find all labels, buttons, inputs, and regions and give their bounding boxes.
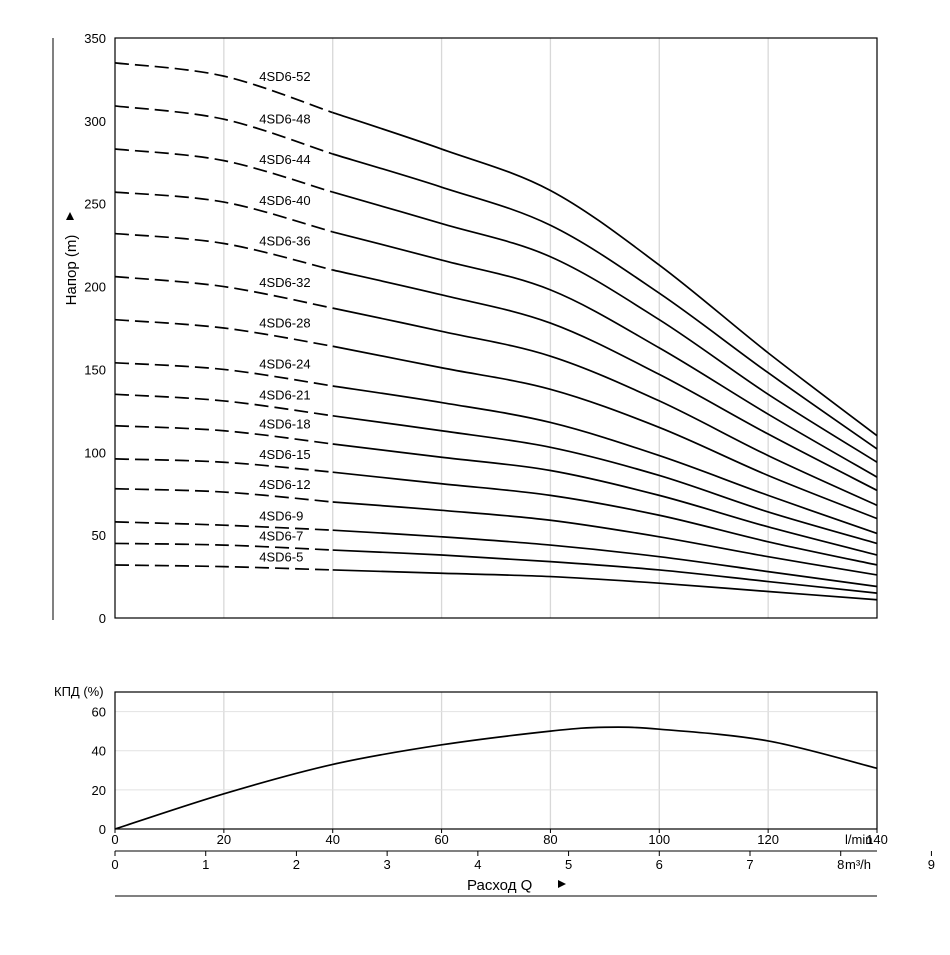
- x-m3h-tick-label: 4: [474, 857, 481, 872]
- efficiency-y-tick-label: 40: [92, 744, 106, 759]
- head-curve-dashed: [114, 62, 333, 114]
- efficiency-chart-grid: [115, 692, 877, 829]
- head-axis-arrow-icon: [66, 212, 74, 220]
- head-y-ticks: 0 50 100 150 200 250 300 350: [84, 31, 106, 626]
- head-curve-dashed: [114, 458, 333, 474]
- head-curve-solid: [332, 153, 878, 450]
- head-curve-dashed: [114, 393, 333, 417]
- x-axis-label: Расход Q: [467, 877, 532, 894]
- curve-label-4SD6-18: 4SD6-18: [259, 417, 310, 432]
- curve-label-4SD6-21: 4SD6-21: [259, 387, 310, 402]
- curve-label-4SD6-12: 4SD6-12: [259, 477, 310, 492]
- head-chart-frame: [114, 37, 878, 619]
- efficiency-y-tick-label: 20: [92, 783, 106, 798]
- x-axis-m3h-unit: m³/h: [845, 857, 871, 872]
- head-curve-solid: [332, 307, 878, 507]
- x-m3h-tick-label: 5: [565, 857, 572, 872]
- efficiency-line: [114, 726, 878, 830]
- head-y-tick-label: 150: [84, 362, 106, 377]
- head-curve-dashed: [114, 542, 333, 551]
- head-curve-dashed: [114, 148, 333, 193]
- head-y-tick-label: 50: [92, 528, 106, 543]
- curve-label-4SD6-40: 4SD6-40: [259, 193, 310, 208]
- x-axis-arrow-icon: [558, 880, 566, 888]
- head-curve-solid: [332, 471, 878, 566]
- head-y-tick-label: 350: [84, 31, 106, 46]
- x-lmin-tick-label: 140: [866, 832, 888, 847]
- x-lmin-tick-label: 40: [325, 832, 339, 847]
- curve-label-4SD6-44: 4SD6-44: [259, 152, 310, 167]
- efficiency-y-axis-label: КПД (%): [54, 684, 104, 699]
- x-m3h-tick-label: 2: [293, 857, 300, 872]
- head-curve-dashed: [114, 318, 333, 348]
- x-lmin-tick-label: 80: [543, 832, 557, 847]
- x-axis-lmin: 0 20 40 60 80 100 120 140: [111, 829, 888, 847]
- head-y-tick-label: 100: [84, 445, 106, 460]
- x-m3h-tick-label: 0: [111, 857, 118, 872]
- curve-label-4SD6-52: 4SD6-52: [259, 69, 310, 84]
- x-axis-m3h: 0 1 2 3 4 5 6 7 8 9: [111, 851, 935, 872]
- head-curve-dashed: [114, 191, 333, 233]
- head-curves: [114, 62, 878, 601]
- x-m3h-tick-label: 6: [656, 857, 663, 872]
- x-m3h-tick-label: 8: [837, 857, 844, 872]
- curve-label-4SD6-9: 4SD6-9: [259, 509, 303, 524]
- head-curve-dashed: [114, 424, 333, 445]
- efficiency-y-ticks: 0 20 40 60: [92, 705, 106, 837]
- curve-label-4SD6-15: 4SD6-15: [259, 447, 310, 462]
- head-y-axis-title: Напор (m): [63, 212, 80, 305]
- head-curve-dashed: [114, 105, 333, 155]
- head-curve-dashed: [114, 275, 333, 309]
- head-curve-solid: [332, 345, 878, 520]
- head-y-tick-label: 300: [84, 114, 106, 129]
- efficiency-y-tick-label: 60: [92, 705, 106, 720]
- head-chart-grid: [223, 38, 769, 618]
- x-axis-lmin-unit: l/min: [845, 832, 872, 847]
- head-curve-solid: [332, 569, 878, 601]
- head-curve-solid: [332, 549, 878, 594]
- head-curve-labels: 4SD6-52 4SD6-48 4SD6-44 4SD6-40 4SD6-36 4SD6-…: [259, 69, 310, 565]
- x-lmin-tick-label: 120: [757, 832, 779, 847]
- x-lmin-tick-label: 60: [434, 832, 448, 847]
- head-curve-solid: [332, 231, 878, 478]
- x-m3h-tick-label: 7: [746, 857, 753, 872]
- x-m3h-tick-label: 1: [202, 857, 209, 872]
- head-curve-solid: [332, 501, 878, 576]
- head-curve-solid: [332, 191, 878, 463]
- x-lmin-tick-label: 20: [217, 832, 231, 847]
- x-m3h-tick-label: 3: [384, 857, 391, 872]
- head-curve-dashed: [114, 564, 333, 571]
- curve-label-4SD6-7: 4SD6-7: [259, 529, 303, 544]
- head-y-tick-label: 250: [84, 197, 106, 212]
- head-curve-solid: [332, 111, 878, 437]
- head-curve-solid: [332, 269, 878, 492]
- x-m3h-tick-label: 9: [928, 857, 935, 872]
- curve-label-4SD6-24: 4SD6-24: [259, 356, 310, 371]
- efficiency-y-tick-label: 0: [99, 822, 106, 837]
- head-y-tick-label: 200: [84, 280, 106, 295]
- head-curve-solid: [332, 443, 878, 556]
- head-y-tick-label: 0: [99, 611, 106, 626]
- head-curve-dashed: [114, 361, 333, 387]
- head-curve-solid: [332, 529, 878, 588]
- head-curve-solid: [332, 414, 878, 545]
- curve-label-4SD6-5: 4SD6-5: [259, 550, 303, 565]
- efficiency-chart-frame: [114, 691, 878, 830]
- x-axis-title: Расход Q: [467, 877, 566, 894]
- x-lmin-tick-label: 0: [111, 832, 118, 847]
- head-curve-dashed: [114, 521, 333, 532]
- head-y-axis-label: Напор (m): [63, 235, 80, 306]
- efficiency-curve: [114, 726, 878, 830]
- head-curve-dashed: [114, 232, 333, 271]
- head-curve-dashed: [114, 487, 333, 503]
- curve-label-4SD6-36: 4SD6-36: [259, 233, 310, 248]
- head-curve-solid: [332, 385, 878, 535]
- x-lmin-tick-label: 100: [648, 832, 670, 847]
- curve-label-4SD6-32: 4SD6-32: [259, 275, 310, 290]
- curve-label-4SD6-48: 4SD6-48: [259, 112, 310, 127]
- curve-label-4SD6-28: 4SD6-28: [259, 315, 310, 330]
